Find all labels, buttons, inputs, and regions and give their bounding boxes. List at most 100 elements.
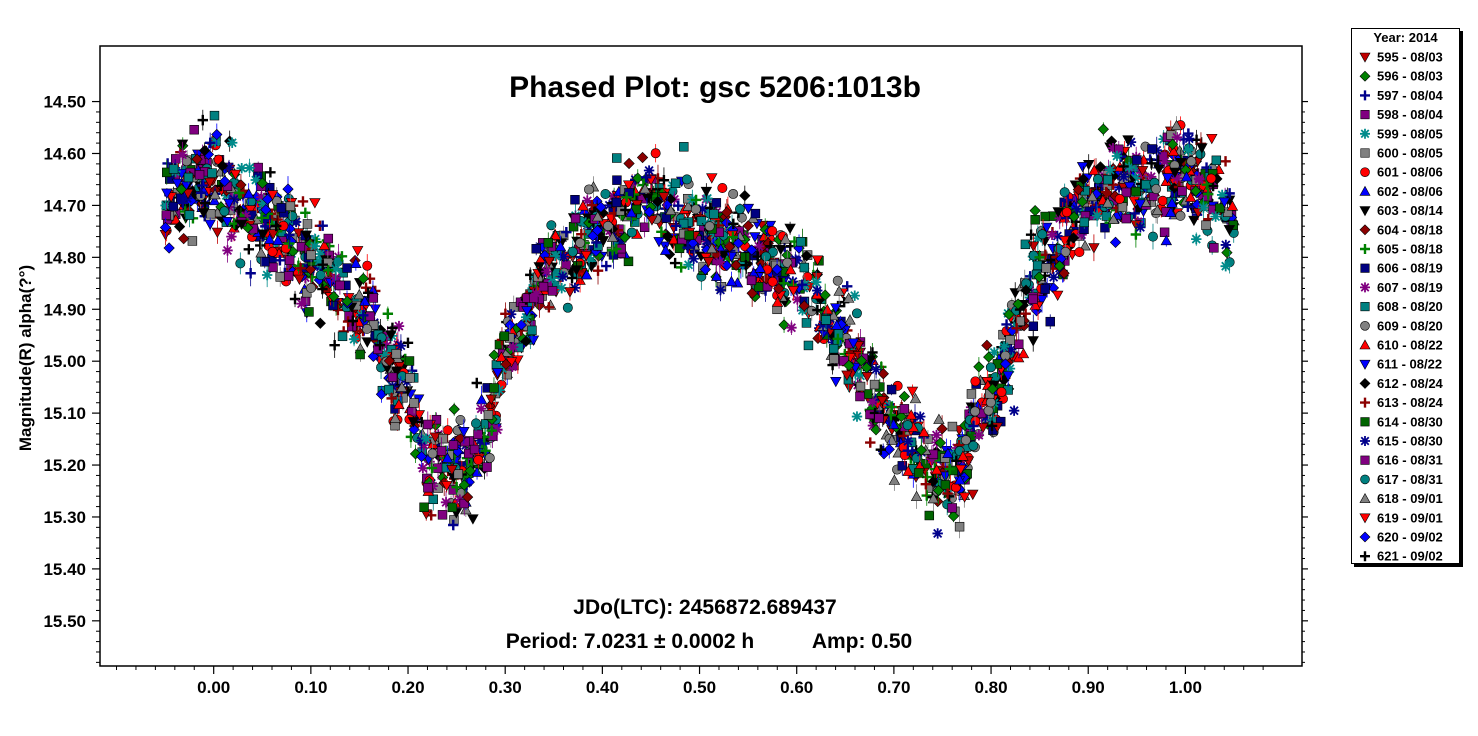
point-marker [1125, 136, 1137, 148]
data-point [711, 198, 722, 208]
data-point [393, 320, 405, 332]
point-marker [361, 337, 373, 348]
point-marker [574, 274, 586, 285]
point-marker [1027, 336, 1039, 347]
point-marker [584, 184, 594, 195]
data-point [223, 159, 235, 175]
data-point [531, 242, 541, 256]
point-marker [784, 223, 796, 235]
point-marker [711, 198, 722, 208]
point-marker [208, 194, 221, 206]
data-point [966, 389, 977, 399]
data-point [764, 220, 777, 232]
point-marker [300, 207, 311, 218]
data-point [746, 274, 757, 286]
data-point [1059, 183, 1070, 201]
point-marker [786, 322, 797, 333]
data-point [342, 263, 352, 273]
point-marker [954, 521, 965, 532]
data-point [1020, 239, 1031, 250]
data-point [865, 409, 875, 420]
point-marker [983, 405, 994, 416]
point-marker [709, 209, 719, 219]
data-point [226, 137, 238, 148]
data-point [1041, 222, 1053, 234]
data-point [309, 198, 321, 209]
point-marker [1157, 195, 1168, 206]
data-point [1201, 162, 1212, 173]
data-point [337, 331, 348, 342]
data-point [803, 340, 814, 351]
point-marker [384, 384, 394, 395]
data-point [851, 308, 862, 319]
data-point [639, 217, 650, 238]
point-marker [715, 284, 726, 296]
data-point [1097, 122, 1109, 137]
point-marker [564, 287, 576, 298]
point-marker [482, 462, 492, 472]
point-marker [455, 415, 466, 425]
data-point [1076, 162, 1089, 173]
point-marker [865, 437, 876, 448]
point-marker [353, 288, 365, 300]
data-point [187, 236, 198, 246]
data-point [602, 221, 613, 231]
data-point [1221, 246, 1233, 259]
data-point [189, 125, 199, 135]
point-marker [915, 411, 926, 422]
data-point [557, 271, 569, 282]
point-marker [932, 528, 943, 539]
data-point [855, 369, 866, 383]
point-marker [250, 174, 262, 186]
point-marker [792, 294, 803, 305]
data-point [1067, 232, 1080, 244]
data-point [315, 270, 326, 281]
data-point [600, 189, 611, 199]
point-marker [427, 448, 438, 459]
point-marker [1211, 155, 1222, 166]
data-point [883, 400, 895, 411]
data-point [851, 411, 863, 422]
point-marker [314, 317, 326, 329]
data-point [163, 242, 175, 254]
data-point [650, 144, 661, 163]
point-marker [437, 510, 448, 520]
point-marker [1159, 227, 1170, 238]
data-point [336, 251, 348, 262]
point-marker [1097, 123, 1109, 135]
data-point [1032, 225, 1044, 252]
data-point [582, 191, 593, 211]
point-marker [268, 262, 278, 273]
point-marker [973, 361, 985, 373]
data-point [706, 173, 718, 184]
data-point [437, 510, 448, 520]
data-point [933, 413, 945, 424]
data-point [329, 332, 340, 358]
point-marker [1121, 213, 1131, 224]
point-marker [567, 246, 578, 257]
plot-border [99, 45, 1303, 667]
data-point [253, 161, 263, 174]
data-point [1017, 347, 1030, 359]
data-point [1220, 156, 1231, 167]
point-marker [616, 236, 627, 247]
data-point [1062, 194, 1073, 206]
point-marker [1164, 206, 1177, 218]
data-point [932, 528, 943, 539]
point-marker [348, 333, 360, 345]
point-marker [728, 188, 739, 199]
point-marker [431, 414, 442, 425]
data-point [1157, 195, 1168, 206]
data-point [1058, 235, 1071, 247]
point-marker [612, 153, 622, 163]
point-marker [355, 349, 365, 360]
data-point [455, 415, 466, 425]
data-point [623, 157, 635, 170]
data-point [226, 231, 237, 242]
point-marker [393, 320, 405, 332]
point-marker [604, 200, 615, 211]
data-point [661, 230, 674, 242]
point-marker [290, 216, 302, 228]
point-marker [447, 502, 458, 513]
